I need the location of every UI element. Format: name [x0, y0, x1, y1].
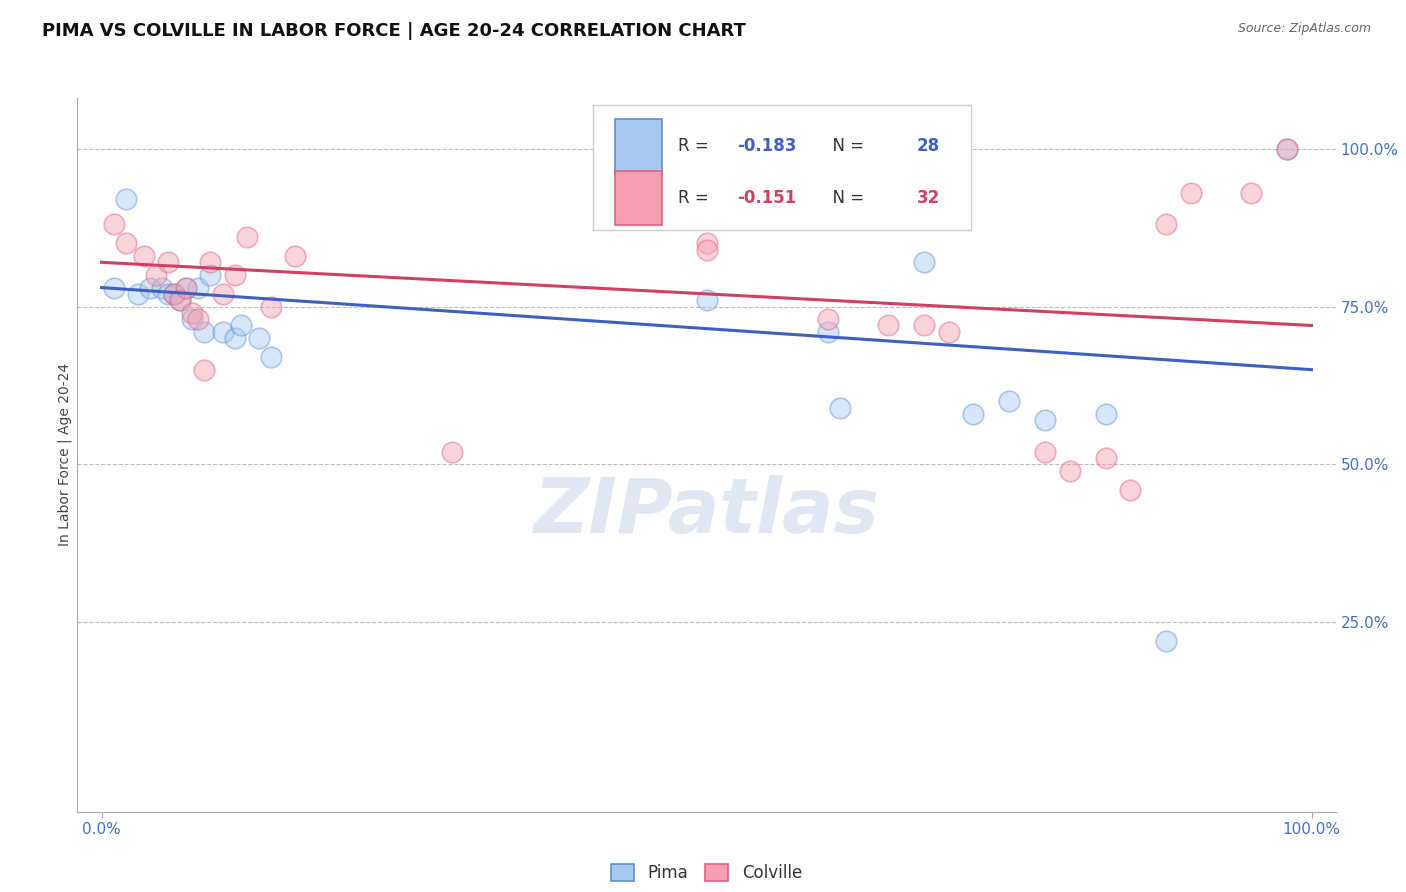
Point: [132, 249, 155, 263]
Point: [169, 293, 191, 308]
Point: [828, 401, 851, 415]
Point: [1180, 186, 1202, 200]
Point: [200, 268, 222, 282]
Text: ZIPatlas: ZIPatlas: [533, 475, 880, 549]
Point: [1059, 464, 1081, 478]
Point: [193, 362, 215, 376]
Point: [224, 331, 246, 345]
Point: [193, 325, 215, 339]
Point: [181, 312, 204, 326]
Text: 32: 32: [917, 189, 941, 207]
Text: N =: N =: [823, 137, 870, 155]
Legend: Pima, Colville: Pima, Colville: [612, 863, 801, 882]
Point: [139, 280, 162, 294]
Point: [696, 236, 718, 251]
Point: [103, 280, 125, 294]
Point: [962, 407, 984, 421]
Point: [912, 318, 935, 333]
Point: [1277, 142, 1299, 156]
Point: [1156, 634, 1178, 648]
Point: [211, 325, 233, 339]
Text: -0.151: -0.151: [737, 189, 796, 207]
Point: [187, 312, 209, 326]
Point: [163, 286, 186, 301]
Point: [696, 293, 718, 308]
Point: [114, 192, 136, 206]
Point: [877, 318, 900, 333]
Point: [235, 230, 257, 244]
Point: [127, 286, 149, 301]
Point: [1156, 218, 1178, 232]
Point: [157, 255, 180, 269]
Point: [1033, 413, 1056, 427]
Point: [1033, 444, 1056, 458]
Point: [187, 280, 209, 294]
Text: Source: ZipAtlas.com: Source: ZipAtlas.com: [1237, 22, 1371, 36]
Point: [174, 280, 197, 294]
Point: [260, 300, 283, 314]
Point: [174, 280, 197, 294]
Point: [163, 286, 186, 301]
Point: [181, 306, 204, 320]
Point: [145, 268, 167, 282]
Point: [157, 286, 180, 301]
Point: [150, 280, 173, 294]
Point: [284, 249, 307, 263]
Text: R =: R =: [678, 137, 714, 155]
Point: [211, 286, 233, 301]
Point: [696, 243, 718, 257]
Point: [1119, 483, 1142, 497]
Point: [1277, 142, 1299, 156]
Point: [441, 444, 464, 458]
Point: [1094, 451, 1116, 466]
FancyBboxPatch shape: [614, 120, 662, 173]
Point: [817, 312, 839, 326]
Point: [103, 218, 125, 232]
Point: [229, 318, 252, 333]
Point: [224, 268, 246, 282]
Point: [247, 331, 270, 345]
Point: [169, 293, 191, 308]
Point: [260, 350, 283, 364]
FancyBboxPatch shape: [593, 105, 970, 230]
Point: [912, 255, 935, 269]
Text: R =: R =: [678, 189, 714, 207]
Text: 28: 28: [917, 137, 939, 155]
Text: -0.183: -0.183: [737, 137, 796, 155]
Point: [1094, 407, 1116, 421]
Point: [200, 255, 222, 269]
Text: N =: N =: [823, 189, 870, 207]
Point: [1240, 186, 1263, 200]
Point: [817, 325, 839, 339]
Y-axis label: In Labor Force | Age 20-24: In Labor Force | Age 20-24: [58, 363, 72, 547]
Text: PIMA VS COLVILLE IN LABOR FORCE | AGE 20-24 CORRELATION CHART: PIMA VS COLVILLE IN LABOR FORCE | AGE 20…: [42, 22, 747, 40]
Point: [114, 236, 136, 251]
Point: [998, 394, 1021, 409]
Point: [938, 325, 960, 339]
FancyBboxPatch shape: [614, 171, 662, 225]
